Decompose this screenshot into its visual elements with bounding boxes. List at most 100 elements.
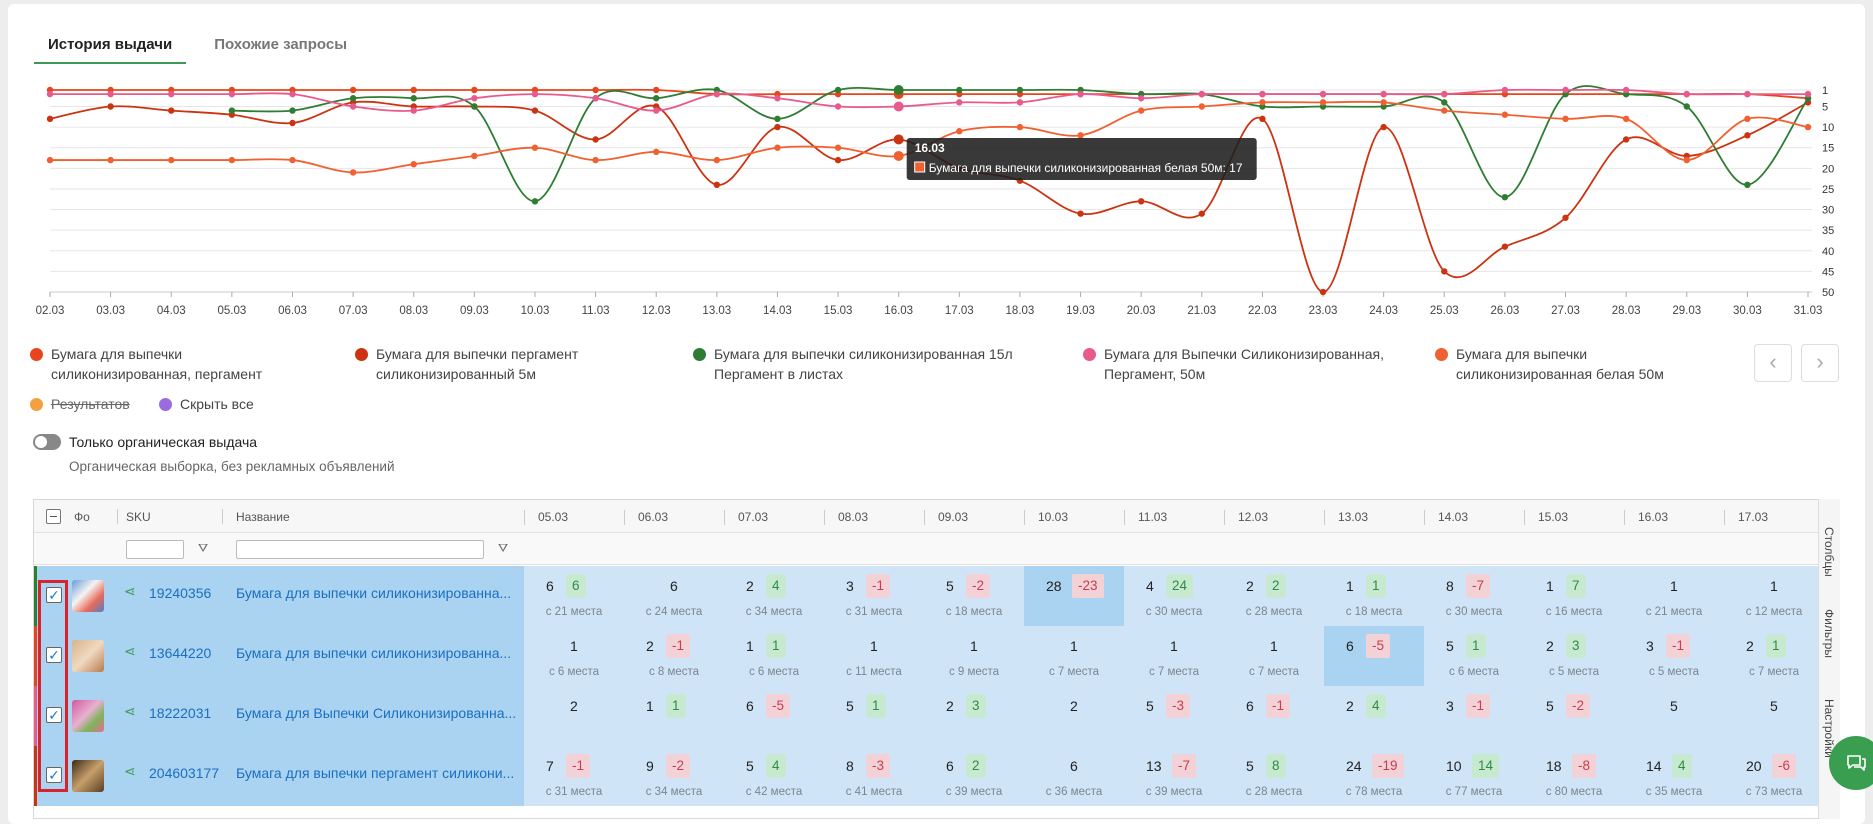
sku-filter-input[interactable]	[126, 540, 184, 559]
x-tick-label: 04.03	[157, 305, 186, 317]
position-value: 9	[646, 758, 654, 774]
series-point-4	[531, 90, 539, 98]
x-tick-label: 31.03	[1794, 305, 1823, 317]
x-tick-label: 28.03	[1612, 305, 1641, 317]
sku-link[interactable]: 204603177	[149, 765, 220, 781]
series-point-4	[410, 107, 417, 114]
hover-point-3	[893, 85, 904, 95]
position-value: 2	[646, 638, 654, 654]
position-cell: 1 с 9 места	[924, 626, 1024, 686]
name-filter-icon[interactable]: ⛛	[498, 541, 509, 555]
series-point-5	[471, 152, 478, 160]
date-column-header[interactable]: 15.03	[1538, 510, 1569, 524]
sidebar-filters[interactable]: Фильтры	[1822, 609, 1836, 658]
share-icon[interactable]: ⋖	[124, 643, 136, 659]
row-checkbox[interactable]: ✓	[46, 587, 62, 603]
legend-item-1[interactable]: Бумага для выпечки силиконизированная, пе…	[30, 344, 262, 384]
table-row[interactable]: ✓ ⋖ 13644220 Бумага для выпечки силикони…	[34, 626, 1824, 686]
series-point-5	[834, 144, 842, 151]
product-name-link[interactable]: Бумага для Выпечки Силиконизированна...	[236, 705, 517, 721]
series-point-4	[592, 95, 599, 102]
position-delta-badge: 1	[1366, 574, 1386, 598]
date-column-header[interactable]: 16.03	[1638, 510, 1669, 524]
date-column-header[interactable]: 09.03	[938, 510, 969, 524]
share-icon[interactable]: ⋖	[124, 583, 136, 599]
position-cell: 2 -1 с 8 места	[624, 626, 724, 686]
table-row[interactable]: ✓ ⋖ 19240356 Бумага для выпечки силикони…	[34, 566, 1824, 626]
legend-item-5[interactable]: Бумага для выпечки силиконизированная бел…	[1435, 344, 1664, 384]
position-value: 6	[546, 578, 554, 594]
position-cell: 8 -3 с 41 места	[824, 746, 924, 806]
tab-history[interactable]: История выдачи	[34, 30, 187, 64]
share-icon[interactable]: ⋖	[124, 703, 136, 719]
legend-dot-hide-all	[159, 398, 172, 411]
table-row[interactable]: ✓ ⋖ 18222031 Бумага для Выпечки Силикони…	[34, 686, 1824, 746]
series-point-2	[1077, 210, 1084, 217]
position-cell: 4 24 с 30 места	[1124, 566, 1224, 626]
position-cell: 2	[1024, 686, 1124, 746]
row-checkbox[interactable]: ✓	[46, 647, 62, 663]
date-column-header[interactable]: 05.03	[538, 510, 569, 524]
series-point-4	[713, 90, 721, 98]
date-column-header[interactable]: 10.03	[1038, 510, 1069, 524]
position-delta-badge: -7	[1172, 754, 1197, 778]
sku-link[interactable]: 19240356	[149, 585, 212, 601]
tab-bar: История выдачи Похожие запросы	[34, 30, 361, 64]
date-column-header[interactable]: 11.03	[1138, 510, 1168, 524]
legend-prev-button[interactable]: ‹	[1754, 344, 1792, 382]
table-row[interactable]: ✓ ⋖ 204603177 Бумага для выпечки пергаме…	[34, 746, 1824, 806]
series-point-5	[1744, 115, 1751, 123]
select-all-checkbox[interactable]	[46, 509, 61, 524]
hover-point-2	[893, 134, 904, 145]
position-value: 2	[946, 698, 954, 714]
product-thumbnail	[72, 760, 104, 792]
legend-hide-all[interactable]: Скрыть все	[159, 394, 254, 414]
col-sku-header[interactable]: SKU	[126, 510, 151, 524]
position-cell: 5	[1624, 686, 1724, 746]
date-column-header[interactable]: 08.03	[838, 510, 869, 524]
chat-support-button[interactable]	[1829, 736, 1873, 790]
tab-similar-queries[interactable]: Похожие запросы	[214, 36, 348, 53]
series-point-3	[410, 95, 417, 102]
hover-point-4	[893, 101, 904, 112]
legend-item-4[interactable]: Бумага для Выпечки Силиконизированная, Пе…	[1083, 344, 1384, 384]
sidebar-columns[interactable]: Столбцы	[1822, 527, 1836, 577]
product-name-link[interactable]: Бумага для выпечки силиконизированна...	[236, 645, 512, 661]
position-delta-badge: -1	[1266, 694, 1291, 718]
position-value: 4	[1146, 578, 1154, 594]
sku-filter-icon[interactable]: ⛛	[198, 541, 209, 555]
position-cell: 14 4 с 35 места	[1624, 746, 1724, 806]
series-point-3	[1744, 181, 1751, 189]
organic-only-toggle[interactable]	[33, 434, 61, 450]
date-column-header[interactable]: 17.03	[1738, 510, 1769, 524]
series-point-2	[1622, 136, 1630, 143]
name-filter-input[interactable]	[236, 540, 484, 559]
legend-next-button[interactable]: ›	[1801, 344, 1839, 382]
legend-results[interactable]: Результатов	[30, 394, 130, 414]
legend-dot-results	[30, 398, 43, 411]
date-column-header[interactable]: 12.03	[1238, 510, 1269, 524]
share-icon[interactable]: ⋖	[124, 763, 136, 779]
y-tick-label: 10	[1822, 122, 1834, 134]
sku-link[interactable]: 18222031	[149, 705, 212, 721]
date-column-header[interactable]: 14.03	[1438, 510, 1469, 524]
legend-item-3[interactable]: Бумага для выпечки силиконизированная 15…	[693, 344, 1013, 384]
sku-link[interactable]: 13644220	[149, 645, 212, 661]
date-column-header[interactable]: 13.03	[1338, 510, 1369, 524]
position-value: 3	[1446, 698, 1454, 714]
sidebar-settings[interactable]: Настройки	[1822, 699, 1836, 758]
date-column-header[interactable]: 06.03	[638, 510, 669, 524]
date-column-header[interactable]: 07.03	[738, 510, 769, 524]
series-point-3	[471, 103, 478, 110]
product-name-link[interactable]: Бумага для выпечки пергамент силикони...	[236, 765, 515, 781]
legend-item-2[interactable]: Бумага для выпечки пергамент силиконизиро…	[355, 344, 578, 384]
row-checkbox[interactable]: ✓	[46, 707, 62, 723]
col-name-header[interactable]: Название	[236, 510, 290, 524]
row-checkbox[interactable]: ✓	[46, 767, 62, 783]
series-point-4	[349, 103, 357, 110]
product-name-link[interactable]: Бумага для выпечки силиконизированна...	[236, 585, 512, 601]
position-value: 1	[1770, 578, 1778, 594]
position-value: 1	[870, 638, 878, 654]
